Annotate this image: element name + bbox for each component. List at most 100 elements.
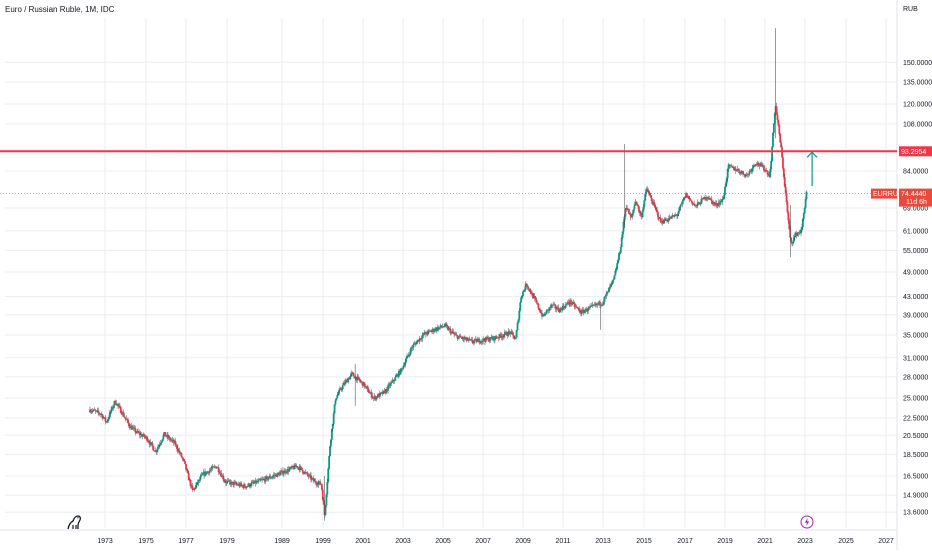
candle-body	[366, 386, 369, 388]
candle-body	[596, 303, 599, 306]
candle-body	[339, 388, 341, 391]
candle-body	[172, 439, 175, 443]
candle-body	[792, 237, 795, 242]
candle-body	[404, 362, 407, 366]
candle-body	[539, 310, 542, 313]
candle-body	[427, 330, 430, 332]
y-tick-label: 135.0000	[903, 80, 932, 87]
candle-body	[147, 440, 149, 442]
candle-body	[621, 231, 624, 238]
candle-body	[628, 209, 630, 214]
x-tick-label: 2003	[395, 538, 411, 545]
candle-body	[230, 481, 233, 485]
candle-body	[661, 220, 664, 223]
candle-body	[488, 340, 491, 342]
candle-body	[535, 300, 538, 303]
candle-body	[599, 304, 602, 306]
candle-body	[734, 168, 736, 171]
candle-body	[562, 305, 565, 308]
y-tick-label: 31.0000	[903, 355, 928, 362]
candle-body	[348, 378, 350, 380]
candle-body	[102, 417, 105, 419]
candle-body	[341, 385, 344, 390]
candle-body	[195, 482, 198, 486]
candle-body	[491, 337, 494, 340]
candle-body	[582, 309, 585, 313]
candle-body	[205, 471, 208, 475]
candle-body	[407, 354, 410, 356]
candle-body	[163, 432, 166, 436]
candle-body	[277, 472, 280, 474]
candle-body	[706, 197, 709, 199]
candle-body	[618, 252, 621, 254]
candle-body	[336, 395, 339, 399]
candle-body	[725, 178, 728, 184]
candle-body	[607, 291, 610, 293]
candle-body	[418, 338, 421, 342]
candle-body	[220, 473, 223, 477]
candle-body	[719, 201, 722, 205]
candle-body	[181, 457, 184, 459]
candle-body	[696, 202, 699, 206]
candle-body	[671, 215, 674, 217]
candle-body	[156, 449, 158, 452]
candle-body	[573, 303, 576, 307]
candle-body	[601, 303, 604, 305]
candle-body	[676, 215, 678, 216]
candle-body	[196, 482, 199, 484]
y-tick-label: 108.0000	[903, 121, 932, 128]
candle-body	[142, 434, 145, 436]
candle-body	[224, 480, 226, 482]
candle-body	[731, 166, 734, 168]
candle-body	[280, 471, 283, 473]
candle-body	[618, 253, 620, 260]
candle-body	[660, 220, 663, 223]
candle-body	[774, 106, 777, 114]
candle-body	[183, 459, 186, 462]
candle-body	[790, 237, 792, 243]
candle-body	[224, 481, 227, 484]
candle-body	[219, 473, 222, 475]
lightning-icon[interactable]	[800, 515, 814, 529]
candle-body	[672, 215, 675, 217]
candle-body	[516, 322, 519, 331]
candle-body	[326, 481, 329, 495]
candle-body	[96, 410, 99, 412]
candle-body	[314, 480, 317, 483]
candle-body	[101, 414, 104, 419]
candle-body	[157, 447, 159, 450]
candle-body	[540, 312, 542, 314]
candle-body	[803, 207, 806, 214]
candle-body	[213, 466, 215, 468]
candle-body	[651, 201, 654, 205]
candle-body	[381, 392, 384, 394]
candle-body	[117, 403, 119, 406]
candle-body	[509, 331, 512, 334]
candle-body	[581, 309, 584, 311]
candle-body	[301, 467, 303, 471]
candle-body	[476, 339, 479, 343]
candle-body	[531, 293, 533, 295]
candle-body	[694, 204, 696, 206]
candle-body	[546, 309, 549, 311]
candle-body	[89, 409, 91, 413]
candle-body	[517, 319, 520, 323]
candle-body	[515, 330, 518, 338]
candle-body	[162, 435, 165, 440]
candle-body	[210, 468, 213, 470]
candle-body	[646, 189, 648, 190]
candle-body	[215, 466, 217, 469]
candle-body	[408, 354, 411, 355]
candle-body	[705, 198, 707, 200]
candle-body	[232, 481, 235, 486]
candle-body	[802, 213, 805, 219]
candle-body	[157, 445, 160, 448]
candle-body	[668, 217, 671, 219]
candle-body	[635, 201, 638, 204]
candle-body	[217, 467, 220, 473]
candle-body	[319, 481, 321, 485]
candle-body	[223, 479, 225, 481]
candle-body	[227, 480, 230, 482]
